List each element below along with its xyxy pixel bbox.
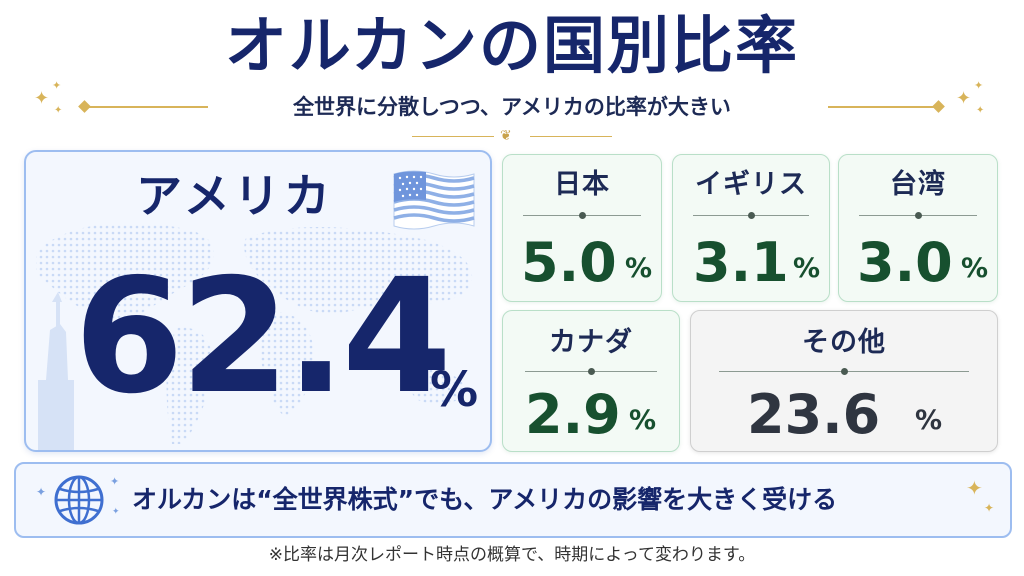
sparkle-icon: ✦: [54, 105, 63, 116]
ornament-divider: ❦: [412, 128, 612, 144]
gold-line-right: [828, 106, 934, 108]
ornament-knot-icon: ❦: [500, 128, 512, 144]
summary-banner: ✦ ✦ ✦ オルカンは“全世界株式”でも、アメリカの影響を大きく受ける ✦ ✦: [14, 462, 1012, 538]
country-name: 台湾: [890, 169, 946, 200]
featured-country-unit: %: [430, 362, 479, 418]
sparkle-icon: ✦: [984, 501, 995, 515]
sparkle-icon: ✦: [974, 79, 984, 92]
featured-country-value: 62.4: [74, 245, 452, 429]
country-unit: %: [961, 253, 989, 284]
sparkle-icon: ✦: [966, 476, 983, 500]
country-unit: %: [793, 253, 821, 284]
country-unit: %: [625, 253, 653, 284]
gold-line-left: [88, 106, 208, 108]
sparkle-icon: ✦: [52, 79, 62, 92]
country-value: 5.0: [521, 231, 617, 294]
subtitle-row: ✦ ✦ ✦ 全世界に分散しつつ、アメリカの比率が大きい ✦ ✦ ✦: [0, 80, 1024, 122]
banner-text: オルカンは“全世界株式”でも、アメリカの影響を大きく受ける: [132, 485, 838, 514]
sparkle-icon: ✦: [112, 507, 120, 517]
sparkle-icon: ✦: [956, 88, 972, 109]
us-flag-icon: [393, 170, 475, 230]
featured-country-name: アメリカ: [136, 169, 334, 223]
sparkle-icon: ✦: [110, 475, 120, 488]
country-name: イギリス: [695, 169, 807, 200]
country-value: 3.0: [857, 231, 953, 294]
country-card-other: その他 23.6 %: [690, 310, 998, 452]
country-value: 2.9: [525, 383, 621, 446]
sparkle-icon: ✦: [34, 88, 50, 109]
country-value: 3.1: [693, 231, 789, 294]
country-unit: %: [915, 405, 943, 436]
sparkle-icon: ✦: [976, 105, 985, 116]
world-map-background: [36, 222, 473, 450]
page-title: オルカンの国別比率: [224, 9, 800, 82]
subtitle: 全世界に分散しつつ、アメリカの比率が大きい: [293, 95, 731, 119]
statue-of-liberty-icon: [38, 292, 74, 450]
sparkle-icon: ✦: [36, 485, 47, 499]
country-unit: %: [629, 405, 657, 436]
globe-icon: [54, 475, 104, 525]
footnote: ※比率は月次レポート時点の概算で、時期によって変わります。: [268, 545, 756, 565]
country-value: 23.6: [747, 383, 881, 446]
country-name: 日本: [554, 169, 610, 200]
country-card-japan: 日本 5.0 %: [502, 154, 662, 302]
country-card-taiwan: 台湾 3.0 %: [838, 154, 998, 302]
country-name: その他: [802, 327, 886, 358]
country-card-canada: カナダ 2.9 %: [502, 310, 680, 452]
country-name: カナダ: [549, 327, 633, 358]
country-card-uk: イギリス 3.1 %: [672, 154, 830, 302]
featured-country-card: アメリカ 62.4 %: [24, 150, 492, 452]
